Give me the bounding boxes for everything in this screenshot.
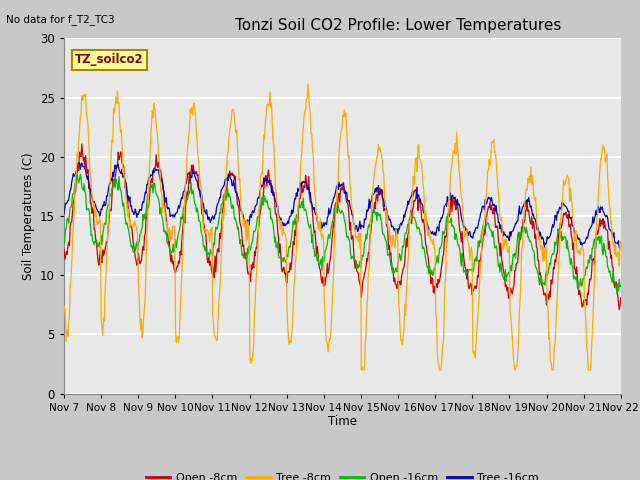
X-axis label: Time: Time bbox=[328, 415, 357, 429]
Text: TZ_soilco2: TZ_soilco2 bbox=[75, 53, 144, 66]
Y-axis label: Soil Temperatures (C): Soil Temperatures (C) bbox=[22, 152, 35, 280]
Text: No data for f_T2_TC3: No data for f_T2_TC3 bbox=[6, 14, 115, 25]
Legend: Open -8cm, Tree -8cm, Open -16cm, Tree -16cm: Open -8cm, Tree -8cm, Open -16cm, Tree -… bbox=[141, 468, 543, 480]
Title: Tonzi Soil CO2 Profile: Lower Temperatures: Tonzi Soil CO2 Profile: Lower Temperatur… bbox=[235, 18, 561, 33]
